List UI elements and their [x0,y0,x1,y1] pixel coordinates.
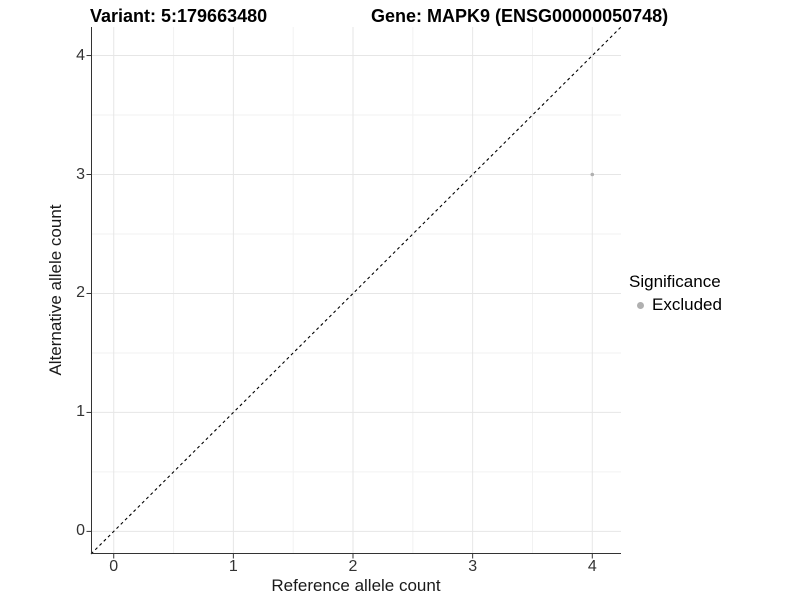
x-tick-label: 0 [109,558,119,575]
legend: Significance Excluded [629,272,722,315]
legend-item-label: Excluded [652,295,722,314]
plot-title-variant: Variant: 5:179663480 [90,6,268,26]
plot-area-svg [86,26,622,559]
x-tick-label: 1 [228,558,238,575]
legend-title: Significance [629,272,721,291]
plot-panel [86,26,622,559]
y-tick-label: 1 [76,403,85,421]
legend-item: Excluded [637,295,722,315]
plot-title-gene: Gene: MAPK9 (ENSG00000050748) [371,6,669,26]
data-point [590,172,595,177]
x-axis-title: Reference allele count [271,576,441,595]
y-tick-label: 2 [76,284,85,302]
y-tick-label: 3 [76,165,85,183]
y-tick-label: 4 [76,46,85,64]
y-tick-label: 0 [76,522,85,540]
x-tick-label: 4 [587,558,597,575]
legend-items: Excluded [629,295,722,315]
x-tick-label: 2 [348,558,358,575]
legend-key-dot-icon [637,301,644,309]
x-tick-label: 3 [468,558,478,575]
